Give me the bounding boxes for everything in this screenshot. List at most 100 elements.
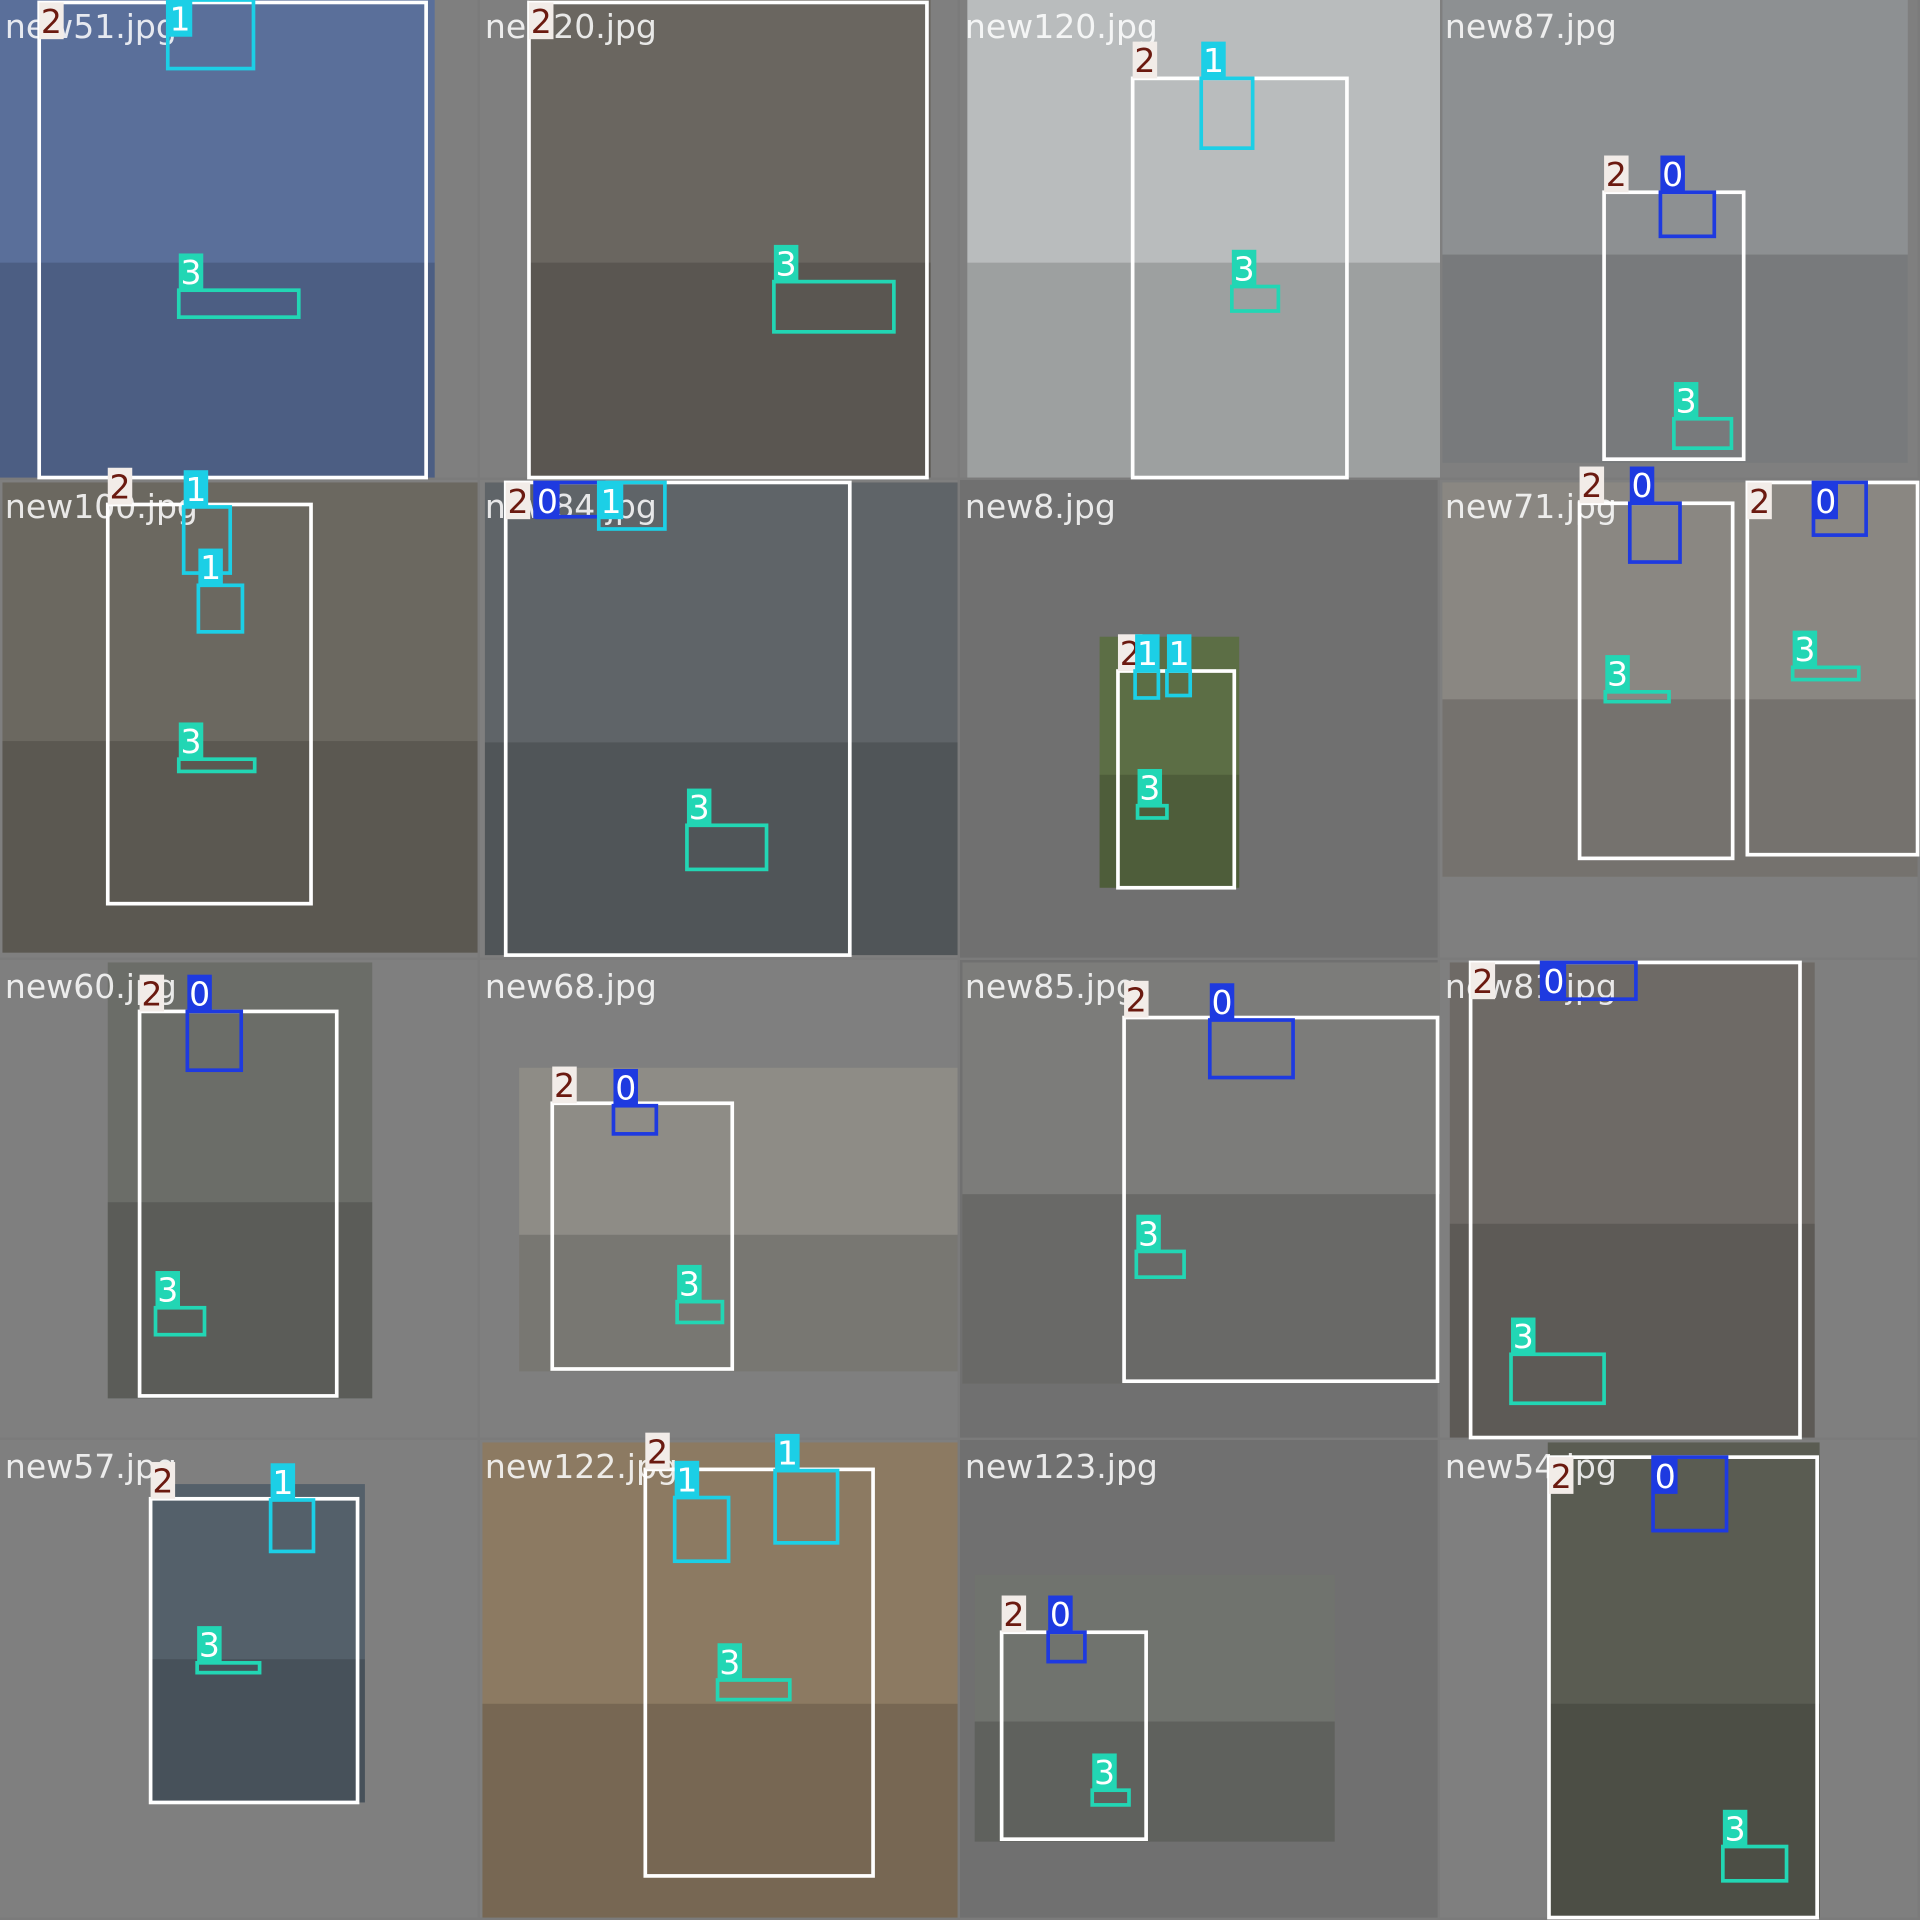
label-background xyxy=(613,1068,638,1106)
box-label: 3 xyxy=(157,1271,178,1310)
bounding-box xyxy=(1122,1015,1440,1384)
bounding-box xyxy=(176,757,257,774)
label-background xyxy=(1511,1317,1536,1355)
photo-shade xyxy=(107,1202,373,1399)
bounding-box xyxy=(1721,1844,1789,1883)
bounding-box xyxy=(195,1661,262,1675)
label-background xyxy=(197,1626,222,1663)
label-background xyxy=(674,1460,700,1498)
label-background xyxy=(528,2,554,40)
box-label: 2 xyxy=(1472,962,1493,1001)
box-label: 3 xyxy=(1094,1753,1115,1792)
box-label: 1 xyxy=(1203,41,1224,80)
bounding-box xyxy=(1509,1352,1606,1406)
box-label: 3 xyxy=(1676,382,1697,421)
label-background xyxy=(1605,655,1630,692)
box-label: 0 xyxy=(1632,466,1653,505)
label-background xyxy=(39,2,64,40)
label-background xyxy=(1132,41,1158,79)
box-label: 2 xyxy=(507,482,528,521)
photo-shade xyxy=(1449,1223,1815,1438)
box-label: 2 xyxy=(152,1462,173,1501)
photo-shade xyxy=(482,1703,958,1918)
box-label: 3 xyxy=(689,788,710,827)
filename: new68.jpg xyxy=(485,967,657,1006)
box-label: 2 xyxy=(1581,466,1602,505)
label-background xyxy=(150,1462,176,1499)
box-label: 3 xyxy=(1234,249,1255,288)
label-background xyxy=(1660,155,1685,193)
bounding-box xyxy=(1672,416,1734,450)
label-background xyxy=(1604,155,1629,193)
bounding-box xyxy=(196,583,245,634)
label-background xyxy=(1048,1595,1073,1633)
box-label: 0 xyxy=(1050,1595,1071,1634)
box-label: 2 xyxy=(1749,482,1770,521)
box-label: 0 xyxy=(189,974,210,1013)
box-label: 2 xyxy=(1606,155,1627,194)
label-background xyxy=(645,1432,670,1470)
bounding-box xyxy=(672,1495,731,1564)
bounding-box xyxy=(37,0,428,480)
filename: new100.jpg xyxy=(5,487,198,526)
box-label: 2 xyxy=(531,2,552,41)
box-label: 1 xyxy=(1137,634,1158,673)
label-background xyxy=(139,974,165,1012)
filename: new123.jpg xyxy=(965,1447,1158,1486)
bounding-box xyxy=(105,502,313,906)
label-background xyxy=(598,482,624,520)
label-background xyxy=(107,467,133,505)
label-background xyxy=(505,482,531,520)
bounding-box xyxy=(176,288,301,319)
bounding-box xyxy=(1603,690,1671,704)
label-background xyxy=(1001,1595,1027,1633)
box-label: 2 xyxy=(554,1066,575,1105)
box-label: 2 xyxy=(1134,41,1155,80)
box-label: 3 xyxy=(181,253,202,292)
photo xyxy=(1547,1442,1820,1918)
box-label: 2 xyxy=(41,2,62,41)
box-label: 2 xyxy=(1003,1595,1024,1634)
label-background xyxy=(1548,1457,1574,1494)
box-label: 1 xyxy=(185,470,206,509)
bounding-box xyxy=(527,0,929,480)
label-background xyxy=(1541,962,1567,1000)
box-label: 2 xyxy=(1126,980,1147,1019)
label-background xyxy=(717,1643,743,1680)
tile: new87.jpg 2 0 3 xyxy=(1440,0,1918,478)
filename: new54.jpg xyxy=(1445,1447,1617,1486)
filename: new85.jpg xyxy=(965,967,1137,1006)
bounding-box xyxy=(685,823,769,872)
filename: new57.jpg xyxy=(5,1447,177,1486)
label-background xyxy=(773,244,799,282)
photo xyxy=(974,1574,1335,1842)
label-background xyxy=(1813,482,1838,520)
filename: new120.jpg xyxy=(965,7,1158,46)
bounding-box xyxy=(1627,501,1682,564)
bounding-box xyxy=(185,1009,244,1073)
label-background xyxy=(167,0,193,37)
box-label: 1 xyxy=(169,0,190,39)
label-background xyxy=(155,1271,180,1308)
label-background xyxy=(535,482,560,520)
photo-shade xyxy=(974,1721,1335,1842)
photo-shade xyxy=(151,1659,365,1803)
box-label: 0 xyxy=(1662,155,1683,194)
box-label: 1 xyxy=(1169,634,1190,673)
filename: new87.jpg xyxy=(1445,7,1617,46)
label-background xyxy=(198,548,223,586)
photo xyxy=(151,1484,365,1803)
label-background xyxy=(1722,1809,1748,1847)
bounding-box xyxy=(1790,665,1861,682)
box-label: 3 xyxy=(199,1626,220,1665)
label-background xyxy=(677,1264,702,1302)
box-label: 3 xyxy=(1513,1317,1534,1356)
